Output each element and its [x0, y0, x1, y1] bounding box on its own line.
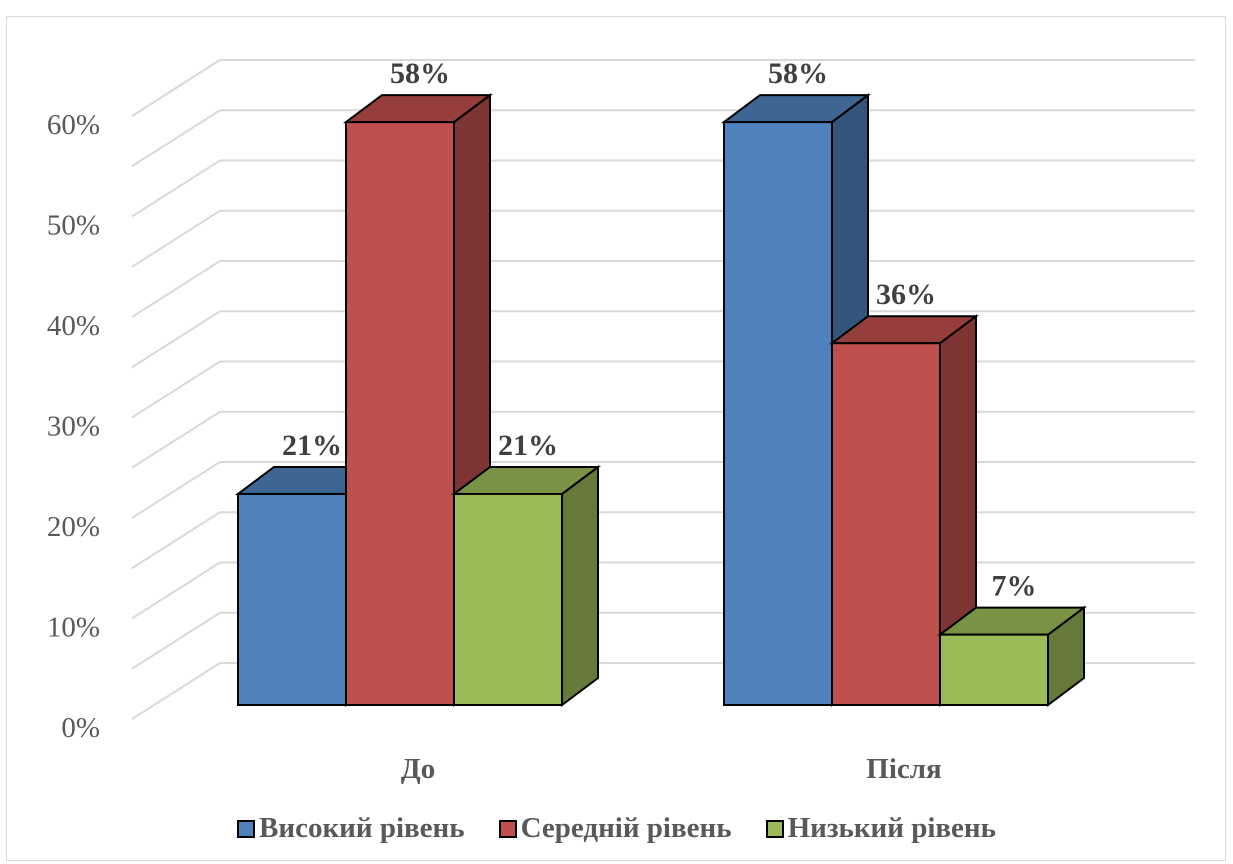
- gridline-diagonal: [131, 209, 221, 268]
- legend: Високий рівень Середній рівень Низький рів…: [0, 812, 1233, 845]
- legend-swatch: [498, 819, 517, 838]
- chart-frame: [6, 16, 1226, 861]
- bar-front-face: [237, 492, 347, 707]
- legend-item: Середній рівень: [498, 812, 732, 845]
- bar-front-face: [723, 121, 833, 707]
- legend-item: Високий рівень: [237, 812, 465, 845]
- legend-item: Низький рівень: [765, 812, 996, 845]
- bar: [829, 314, 979, 707]
- gridline-diagonal: [131, 561, 221, 620]
- x-category-label: Після: [866, 753, 941, 785]
- data-labels: 21% 58% 21% 58% 36% 7%: [282, 57, 1037, 603]
- legend-label: Середній рівень: [520, 812, 732, 844]
- gridline-diagonal: [131, 109, 221, 168]
- gridline-diagonal: [131, 461, 221, 519]
- gridline-diagonal: [131, 662, 221, 720]
- y-tick-label: 40%: [47, 310, 100, 342]
- legend-swatch: [765, 819, 784, 838]
- gridline-diagonal: [131, 310, 221, 369]
- bar-front-face: [345, 121, 455, 707]
- data-label: 58%: [768, 57, 828, 90]
- y-axis-ticks: 0% 10% 20% 30% 40% 50% 60%: [47, 109, 100, 744]
- bar-side-face: [561, 464, 599, 707]
- y-tick-label: 0%: [61, 712, 100, 744]
- data-label: 7%: [992, 570, 1037, 603]
- bar: [451, 464, 601, 707]
- y-tick-label: 10%: [47, 612, 100, 644]
- legend-label: Високий рівень: [259, 812, 465, 844]
- data-label: 36%: [876, 278, 936, 311]
- bar-front-face: [453, 492, 563, 707]
- data-label: 21%: [282, 429, 342, 462]
- y-tick-label: 60%: [47, 109, 100, 141]
- gridline-diagonal: [131, 360, 221, 419]
- data-label: 58%: [390, 57, 450, 90]
- legend-swatch: [237, 819, 256, 838]
- gridline-diagonal: [131, 410, 221, 469]
- y-tick-label: 20%: [47, 511, 100, 543]
- data-label: 21%: [498, 429, 558, 462]
- gridline-diagonal: [131, 260, 221, 318]
- gridline-diagonal: [131, 611, 221, 670]
- y-tick-label: 50%: [47, 210, 100, 242]
- bar-front-face: [939, 633, 1049, 707]
- x-axis-categories: До Після: [401, 753, 942, 785]
- y-tick-label: 30%: [47, 411, 100, 443]
- gridline-diagonal: [131, 59, 221, 117]
- bar: [937, 605, 1087, 707]
- bars: [235, 93, 1087, 707]
- legend-label: Низький рівень: [787, 812, 996, 844]
- x-category-label: До: [401, 753, 435, 785]
- bar-front-face: [831, 342, 941, 706]
- gridline-diagonal: [131, 159, 221, 218]
- gridline-diagonal: [131, 511, 221, 570]
